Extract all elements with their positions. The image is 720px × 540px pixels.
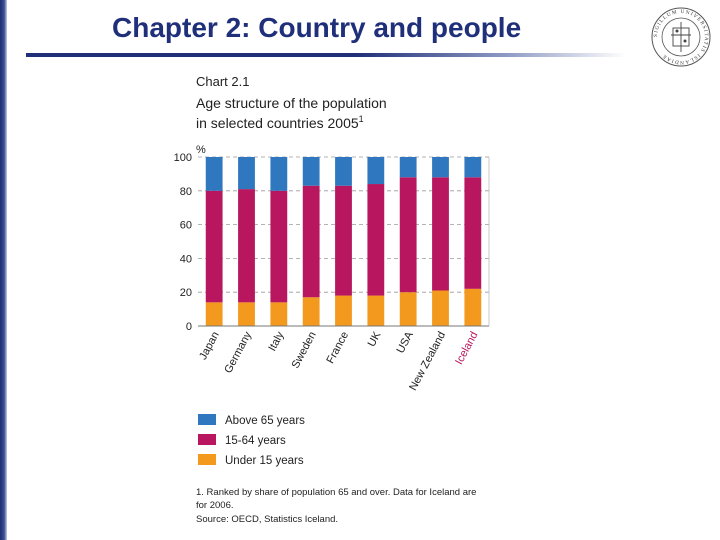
x-tick-label-usa: USA [395, 329, 417, 355]
bar-japan-15-64-years [205, 190, 223, 303]
y-axis-unit-label: % [196, 144, 206, 156]
bar-japan-under-15-years [205, 302, 223, 326]
x-tick-label-germany: Germany [222, 329, 254, 375]
x-tick-label-japan: Japan [197, 330, 222, 362]
bar-new-zealand-under-15-years [432, 290, 449, 326]
bar-italy-15-64-years [270, 190, 288, 303]
chart-title-superscript: 1 [359, 114, 364, 124]
bar-sweden-under-15-years [302, 297, 320, 326]
source-note: Source: OECD, Statistics Iceland. [196, 514, 338, 525]
x-tick-label-iceland: Iceland [453, 330, 480, 367]
chart-title-line2: in selected countries 20051 [196, 114, 364, 131]
legend-swatch-under-15-years [198, 454, 216, 465]
x-tick-label-sweden: Sweden [290, 330, 319, 371]
y-tick-label-0: 0 [186, 321, 192, 333]
bar-france-15-64-years [335, 185, 352, 296]
bar-sweden-15-64-years [302, 185, 320, 298]
bar-italy-above-65-years [270, 157, 288, 191]
bar-germany-15-64-years [238, 189, 255, 303]
y-tick-label-80: 80 [180, 186, 192, 198]
bar-uk-under-15-years [367, 295, 385, 326]
legend-swatch-above-65-years [198, 414, 216, 425]
bar-germany-under-15-years [238, 302, 255, 326]
footnote-line2: for 2006. [196, 500, 234, 511]
bar-uk-15-64-years [367, 184, 385, 296]
slide-title: Chapter 2: Country and people [112, 12, 522, 43]
chart-title-line1: Age structure of the population [196, 95, 387, 111]
bar-france-above-65-years [335, 157, 352, 186]
legend-label-15-64-years: 15-64 years [225, 435, 286, 447]
legend-label-above-65-years: Above 65 years [225, 415, 305, 427]
chart-title-line2-text: in selected countries 2005 [196, 115, 359, 131]
legend: Above 65 years 15-64 years Under 15 years [198, 414, 305, 467]
x-tick-label-italy: Italy [266, 329, 286, 353]
bar-germany-above-65-years [238, 157, 255, 190]
bar-new-zealand-15-64-years [432, 177, 449, 291]
bar-france-under-15-years [335, 295, 352, 326]
bar-usa-15-64-years [399, 177, 417, 293]
bar-sweden-above-65-years [302, 157, 320, 186]
left-border-bar [0, 0, 7, 540]
bar-japan-above-65-years [205, 157, 223, 191]
chart-number: Chart 2.1 [196, 74, 249, 89]
bar-usa-under-15-years [399, 292, 417, 326]
y-tick-label-20: 20 [180, 287, 192, 299]
y-tick-label-100: 100 [174, 152, 192, 164]
title-underline [26, 53, 626, 57]
bar-iceland-15-64-years [464, 177, 482, 289]
bar-iceland-above-65-years [464, 157, 482, 178]
legend-swatch-15-64-years [198, 434, 216, 445]
y-tick-label-60: 60 [180, 220, 192, 232]
bars [205, 157, 482, 326]
bar-usa-above-65-years [399, 157, 417, 178]
x-tick-label-france: France [324, 330, 351, 366]
bar-iceland-under-15-years [464, 288, 482, 326]
bar-new-zealand-above-65-years [432, 157, 449, 178]
bar-italy-under-15-years [270, 302, 288, 326]
bar-uk-above-65-years [367, 157, 385, 185]
y-tick-label-40: 40 [180, 253, 192, 265]
university-seal-logo: SIGILLUM UNIVERSITATIS ISLANDIAE [651, 7, 711, 67]
footnote-line1: 1. Ranked by share of population 65 and … [196, 487, 476, 498]
legend-label-under-15-years: Under 15 years [225, 455, 304, 467]
x-tick-label-uk: UK [366, 329, 384, 349]
